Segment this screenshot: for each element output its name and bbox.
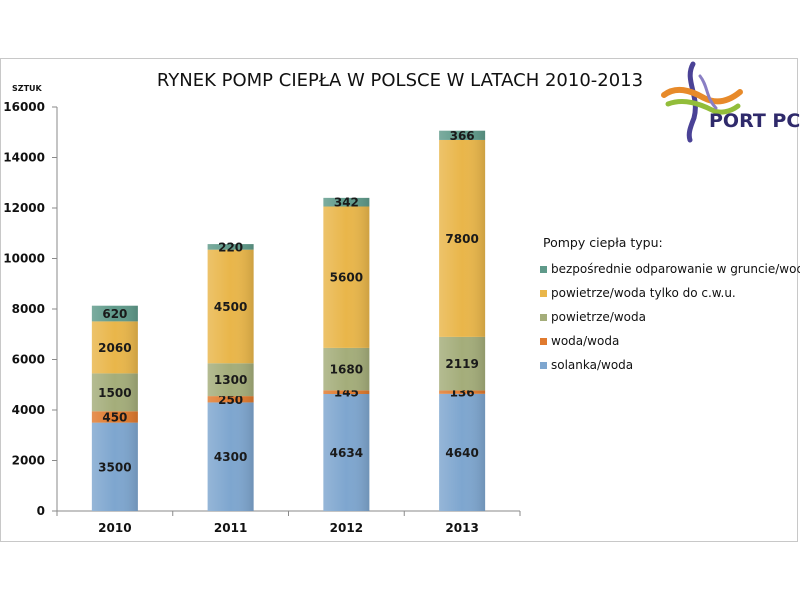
- bar-stack: 3500 450 1500 2060 620: [91, 305, 138, 511]
- y-tick-label: 4000: [12, 403, 45, 417]
- legend-swatch: [540, 362, 547, 369]
- data-label: 1500: [98, 386, 131, 400]
- legend-item: bezpośrednie odparowanie w gruncie/woda: [551, 262, 800, 276]
- data-label: 5600: [330, 271, 363, 285]
- bar-segment-shading: [91, 373, 138, 412]
- bar-segment-shading: [439, 336, 486, 391]
- legend-swatch: [540, 290, 547, 297]
- bar-segment-shading: [323, 206, 370, 348]
- logo-text: PORT PC: [709, 110, 800, 132]
- y-tick-label: 14000: [3, 151, 45, 165]
- legend-item: solanka/woda: [551, 358, 633, 372]
- data-label: 4634: [330, 446, 363, 460]
- legend-swatch: [540, 314, 547, 321]
- data-label: 4640: [445, 446, 478, 460]
- legend-title: Pompy ciepła typu:: [543, 235, 663, 250]
- x-tick-label: 2010: [98, 521, 131, 535]
- y-tick-label: 6000: [12, 353, 45, 367]
- x-tick-label: 2013: [445, 521, 478, 535]
- legend-swatch: [540, 266, 547, 273]
- data-label: 1300: [214, 373, 247, 387]
- bar-segment-shading: [439, 390, 486, 394]
- y-axis-unit-label: SZTUK: [12, 84, 43, 93]
- bar-segment-shading: [323, 197, 370, 207]
- bar-segment-shading: [439, 130, 486, 140]
- data-label: 2060: [98, 341, 131, 355]
- data-label: 220: [218, 240, 243, 254]
- data-label: 1680: [330, 363, 363, 377]
- y-tick-label: 12000: [3, 201, 45, 215]
- bar-segment-shading: [91, 422, 138, 511]
- data-label: 450: [102, 410, 127, 424]
- x-tick-label: 2012: [330, 521, 363, 535]
- chart-title: RYNEK POMP CIEPŁA W POLSCE W LATACH 2010…: [157, 70, 643, 91]
- legend-item: woda/woda: [551, 334, 619, 348]
- legend-item: powietrze/woda tylko do c.w.u.: [551, 286, 736, 300]
- bar-segment-shading: [91, 411, 138, 423]
- bar-segment-shading: [207, 396, 254, 403]
- bar-segment-shading: [207, 363, 254, 397]
- legend-swatch: [540, 338, 547, 345]
- bar-segment-shading: [91, 305, 138, 322]
- y-tick-label: 0: [37, 504, 45, 518]
- y-tick-label: 2000: [12, 454, 45, 468]
- data-label: 2119: [445, 357, 478, 371]
- bar-segment-shading: [91, 321, 138, 374]
- bar-segment-shading: [323, 393, 370, 511]
- legend-item: powietrze/woda: [551, 310, 646, 324]
- data-label: 620: [102, 307, 127, 321]
- bar-segment-shading: [323, 347, 370, 391]
- data-label: 3500: [98, 460, 131, 474]
- bar-segment-shading: [207, 402, 254, 511]
- data-label: 250: [218, 393, 243, 407]
- y-tick-label: 10000: [3, 252, 45, 266]
- bar-segment-shading: [439, 139, 486, 337]
- x-tick-label: 2011: [214, 521, 247, 535]
- data-label: 4500: [214, 300, 247, 314]
- bar-segment-shading: [439, 393, 486, 511]
- y-tick-label: 8000: [12, 302, 45, 316]
- bar-segment-shading: [207, 244, 254, 250]
- bar-stack: 4300 250 1300 4500 220: [207, 240, 254, 511]
- y-tick-label: 16000: [3, 100, 45, 114]
- data-label: 7800: [445, 232, 478, 246]
- port-pc-logo: PORT PC: [661, 61, 800, 143]
- data-label: 4300: [214, 450, 247, 464]
- bar-segment-shading: [207, 249, 254, 364]
- bar-segment-shading: [323, 390, 370, 394]
- data-label: 366: [450, 129, 475, 143]
- chart-frame: [0, 58, 798, 542]
- data-label: 342: [334, 196, 359, 210]
